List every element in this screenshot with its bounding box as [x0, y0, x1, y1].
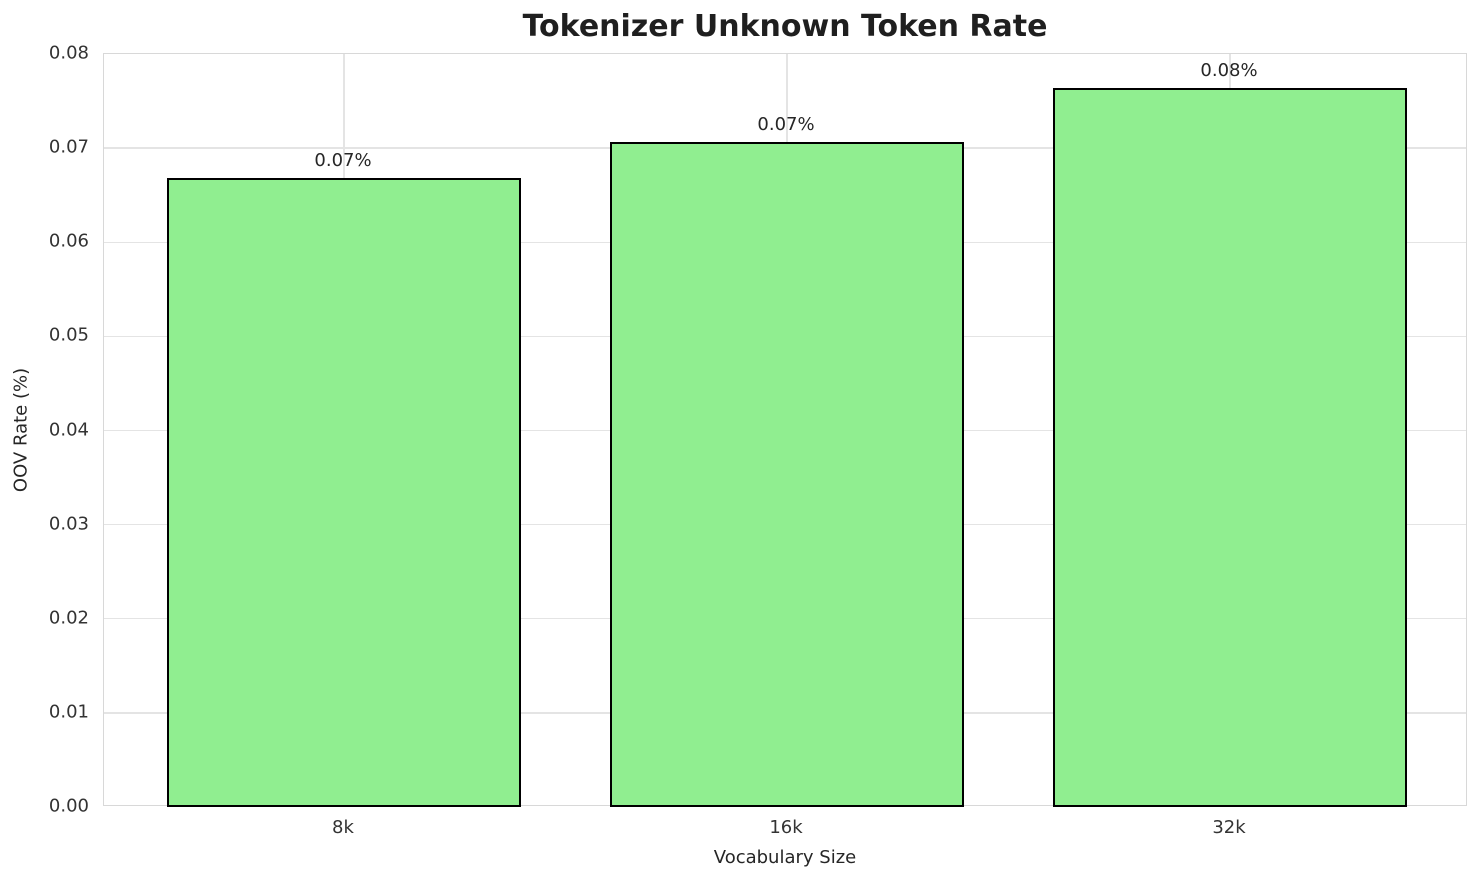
- bar: [610, 141, 964, 807]
- bar-value-label: 0.08%: [1200, 59, 1258, 81]
- x-tick-label: 8k: [332, 817, 354, 838]
- y-tick-label: 0.03: [48, 513, 89, 535]
- bar: [1053, 87, 1407, 807]
- chart-title: Tokenizer Unknown Token Rate: [522, 9, 1048, 44]
- y-tick-label: 0.01: [48, 701, 89, 723]
- y-tick-label: 0.08: [48, 42, 89, 64]
- x-tick-label: 32k: [1212, 817, 1246, 838]
- plot-area: [103, 53, 1467, 807]
- y-tick-label: 0.05: [48, 324, 89, 346]
- y-tick-label: 0.07: [48, 136, 89, 158]
- x-axis-label: Vocabulary Size: [713, 847, 857, 868]
- bar-value-label: 0.07%: [314, 150, 372, 172]
- bar: [167, 178, 521, 807]
- x-tick-label: 16k: [769, 817, 803, 838]
- y-tick-label: 0.04: [48, 419, 89, 440]
- y-tick-label: 0.00: [48, 795, 89, 817]
- bar-value-label: 0.07%: [757, 113, 815, 135]
- y-tick-label: 0.06: [48, 230, 89, 252]
- y-tick-label: 0.02: [48, 607, 89, 629]
